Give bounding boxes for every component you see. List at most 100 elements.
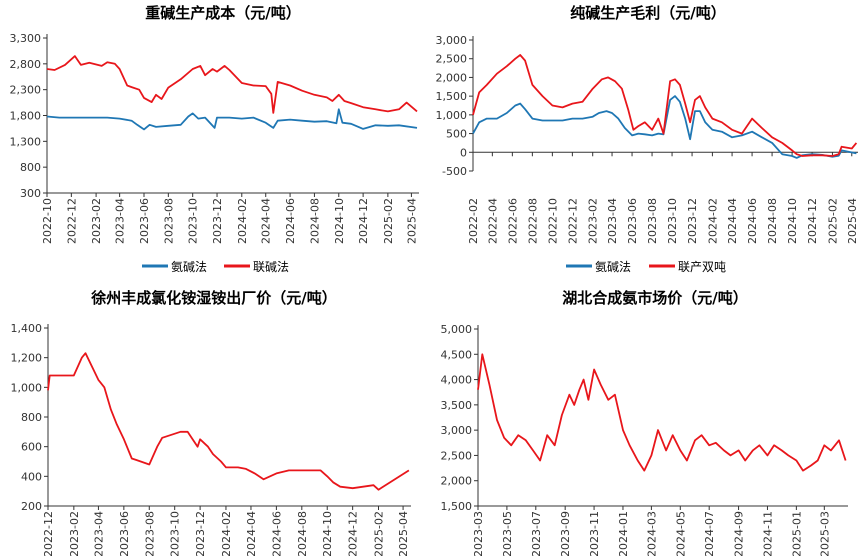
x-tick-label: 2023-06 bbox=[626, 198, 639, 244]
x-tick-label: 2023-06 bbox=[118, 511, 131, 556]
x-tick-label: 2023-04 bbox=[606, 198, 619, 244]
x-tick-label: 2023-02 bbox=[587, 198, 600, 244]
chart-title: 重碱生产成本（元/吨） bbox=[145, 4, 300, 22]
x-tick-label: 2025-02 bbox=[826, 198, 839, 244]
x-tick-label: 2023-04 bbox=[114, 198, 127, 244]
x-tick-label: 2023-12 bbox=[194, 511, 207, 556]
y-tick-label: 4,500 bbox=[441, 348, 473, 361]
x-tick-label: 2025-02 bbox=[382, 198, 395, 244]
chart-title: 徐州丰成氯化铵湿铵出厂价（元/吨） bbox=[90, 289, 336, 307]
y-tick-label: 3,000 bbox=[436, 34, 468, 47]
x-tick-label: 2023-08 bbox=[162, 198, 175, 244]
x-tick-label: 2023-05 bbox=[501, 511, 514, 556]
x-tick-label: 2024-01 bbox=[617, 511, 630, 556]
y-tick-label: 1,500 bbox=[441, 500, 473, 513]
y-tick-label: 3,300 bbox=[10, 32, 42, 45]
x-tick-label: 2024-03 bbox=[645, 511, 658, 556]
y-axis: 300 800 1,300 1,800 2,300 2,800 3,300 bbox=[10, 32, 48, 200]
y-tick-label: 2,800 bbox=[10, 58, 42, 71]
y-tick-label: 2,500 bbox=[436, 53, 468, 66]
x-tick-label: 2025-04 bbox=[405, 198, 418, 244]
y-tick-label: 300 bbox=[20, 187, 41, 200]
x-tick-label: 2022-12 bbox=[566, 198, 579, 244]
x-tick-label: 2024-12 bbox=[357, 198, 370, 244]
x-tick-label: 2025-03 bbox=[818, 511, 831, 556]
chart-title: 纯碱生产毛利（元/吨） bbox=[570, 4, 725, 22]
x-tick-label: 2023-02 bbox=[90, 198, 103, 244]
series-line-0 bbox=[477, 353, 847, 472]
x-tick-label: 2022-10 bbox=[546, 198, 559, 244]
x-tick-label: 2023-12 bbox=[686, 198, 699, 244]
x-tick-label: 2024-10 bbox=[321, 511, 334, 556]
x-axis: 2022-10 2022-12 2023-02 2023-04 2023-06 2023-… bbox=[41, 192, 419, 244]
x-tick-label: 2024-10 bbox=[333, 198, 346, 244]
series-lines bbox=[477, 353, 847, 472]
legend-label-ammonia: 氨碱法 bbox=[171, 260, 207, 274]
y-tick-label: 1,300 bbox=[10, 135, 42, 148]
x-tick-label: 2023-10 bbox=[666, 198, 679, 244]
x-tick-label: 2024-06 bbox=[284, 198, 297, 244]
legend-label-joint: 联碱法 bbox=[253, 260, 289, 274]
x-tick-label: 2024-05 bbox=[674, 511, 687, 556]
y-tick-label: 5,000 bbox=[441, 323, 473, 336]
x-tick-label: 2022-04 bbox=[486, 198, 499, 244]
y-tick-label: 4,000 bbox=[441, 374, 473, 387]
x-tick-label: 2022-02 bbox=[467, 198, 480, 244]
x-tick-label: 2023-06 bbox=[138, 198, 151, 244]
y-tick-label: 500 bbox=[446, 128, 467, 141]
x-tick-label: 2022-10 bbox=[41, 198, 54, 244]
x-tick-label: 2023-08 bbox=[646, 198, 659, 244]
y-axis: -500 0 500 1,000 1,500 2,000 2,500 3,000 bbox=[436, 34, 474, 178]
y-axis: 200 400 600 800 1,000 1,200 1,400 bbox=[11, 322, 49, 513]
y-tick-label: 3,500 bbox=[441, 399, 473, 412]
series-line-0 bbox=[47, 352, 410, 491]
x-tick-label: 2024-10 bbox=[786, 198, 799, 244]
x-tick-label: 2022-08 bbox=[526, 198, 539, 244]
x-tick-label: 2023-04 bbox=[92, 511, 105, 556]
y-tick-label: 1,800 bbox=[10, 110, 42, 123]
x-tick-label: 2024-04 bbox=[245, 511, 258, 556]
y-tick-label: 1,400 bbox=[11, 322, 43, 335]
y-tick-label: 2,000 bbox=[436, 71, 468, 84]
y-tick-label: 800 bbox=[20, 161, 41, 174]
series-line-0 bbox=[46, 108, 418, 131]
x-axis: 2022-12 2023-02 2023-04 2023-06 2023-08 2023-… bbox=[42, 505, 411, 556]
y-tick-label: 1,000 bbox=[11, 381, 43, 394]
chart-ammonium-chloride-price: 徐州丰成氯化铵湿铵出厂价（元/吨） 200 400 600 800 1,000 1,200… bbox=[11, 289, 411, 556]
y-tick-label: -500 bbox=[442, 165, 467, 178]
x-tick-label: 2023-10 bbox=[169, 511, 182, 556]
x-tick-label: 2022-06 bbox=[506, 198, 519, 244]
x-tick-label: 2023-10 bbox=[187, 198, 200, 244]
x-tick-label: 2024-02 bbox=[220, 511, 233, 556]
y-tick-label: 1,200 bbox=[11, 352, 43, 365]
x-tick-label: 2024-02 bbox=[236, 198, 249, 244]
legend: 氨碱法 联碱法 bbox=[142, 260, 289, 274]
x-tick-label: 2024-02 bbox=[706, 198, 719, 244]
y-tick-label: 200 bbox=[21, 500, 42, 513]
y-tick-label: 3,000 bbox=[441, 424, 473, 437]
y-tick-label: 400 bbox=[21, 470, 42, 483]
x-tick-label: 2024-12 bbox=[806, 198, 819, 244]
x-tick-label: 2024-11 bbox=[761, 511, 774, 556]
y-tick-label: 800 bbox=[21, 411, 42, 424]
x-tick-label: 2025-01 bbox=[790, 511, 803, 556]
chart-heavy-soda-cost: 重碱生产成本（元/吨） 300 800 1,300 1,800 2,300 2,800 3,… bbox=[10, 4, 419, 274]
series-lines bbox=[46, 55, 418, 131]
y-axis: 1,500 2,000 2,500 3,000 3,500 4,000 4,500 5,000 bbox=[441, 323, 479, 513]
x-axis: 2023-03 2023-05 2023-07 2023-09 2023-11 2024-… bbox=[472, 505, 848, 556]
x-tick-label: 2024-08 bbox=[766, 198, 779, 244]
y-tick-label: 2,300 bbox=[10, 84, 42, 97]
y-tick-label: 2,000 bbox=[441, 475, 473, 488]
x-tick-label: 2023-03 bbox=[472, 511, 485, 556]
x-tick-label: 2024-07 bbox=[703, 511, 716, 556]
x-tick-label: 2023-09 bbox=[559, 511, 572, 556]
chart-title: 湖北合成氨市场价（元/吨） bbox=[562, 289, 747, 307]
y-tick-label: 1,500 bbox=[436, 90, 468, 103]
x-tick-label: 2024-04 bbox=[260, 198, 273, 244]
series-line-1 bbox=[46, 55, 418, 114]
x-tick-label: 2024-12 bbox=[347, 511, 360, 556]
x-tick-label: 2024-06 bbox=[746, 198, 759, 244]
x-tick-label: 2025-04 bbox=[397, 511, 410, 556]
x-tick-label: 2022-12 bbox=[65, 198, 78, 244]
